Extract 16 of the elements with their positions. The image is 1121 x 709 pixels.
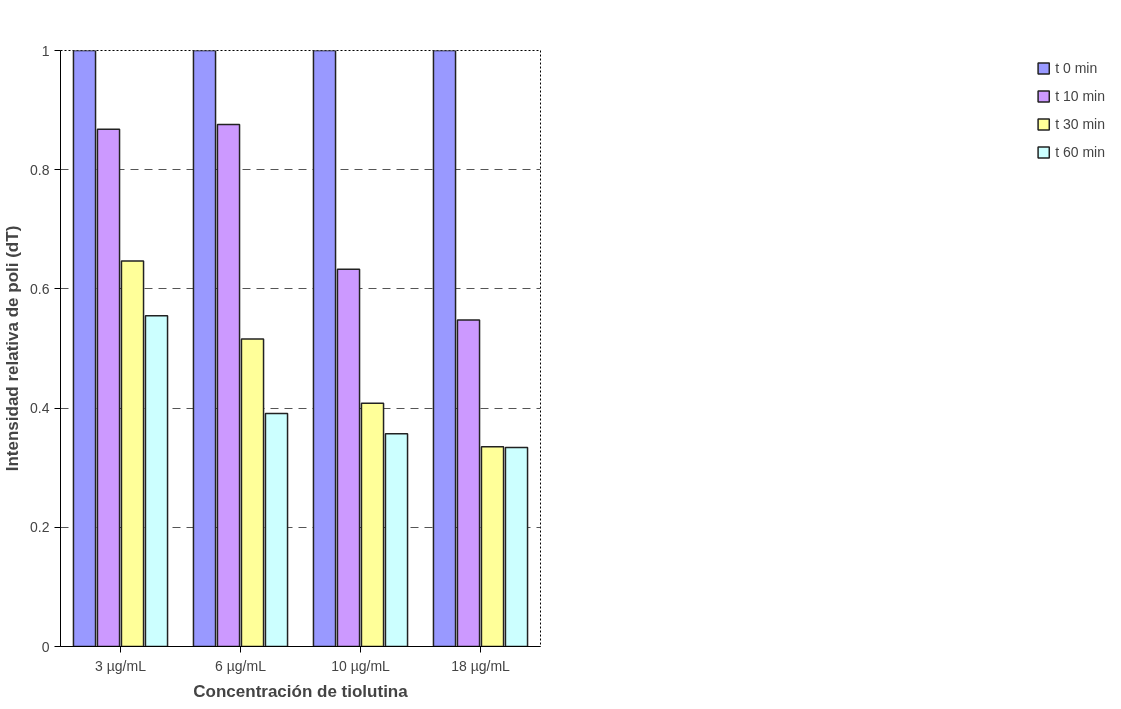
x-tick-label: 6 µg/mL <box>215 657 267 674</box>
legend-label: t 10 min <box>1055 88 1105 104</box>
y-tick-label: 0.6 <box>30 280 50 297</box>
y-tick-label: 0 <box>41 638 50 655</box>
x-tick-label: 10 µg/mL <box>331 657 391 674</box>
legend-label: t 0 min <box>1055 60 1098 76</box>
x-tick-label: 18 µg/mL <box>451 657 511 674</box>
y-axis-title: Intensidad relativa de poli (dT) <box>3 225 23 472</box>
x-tick-label: 3 µg/mL <box>95 657 147 674</box>
x-axis-title: Concentración de tiolutina <box>193 681 409 701</box>
y-tick-label: 1 <box>41 42 50 59</box>
y-tick-label: 0.4 <box>30 400 50 417</box>
y-tick-label: 0.2 <box>30 519 50 536</box>
y-tick-label: 0.8 <box>30 161 50 178</box>
legend-label: t 30 min <box>1055 116 1105 132</box>
legend-label: t 60 min <box>1055 144 1105 160</box>
